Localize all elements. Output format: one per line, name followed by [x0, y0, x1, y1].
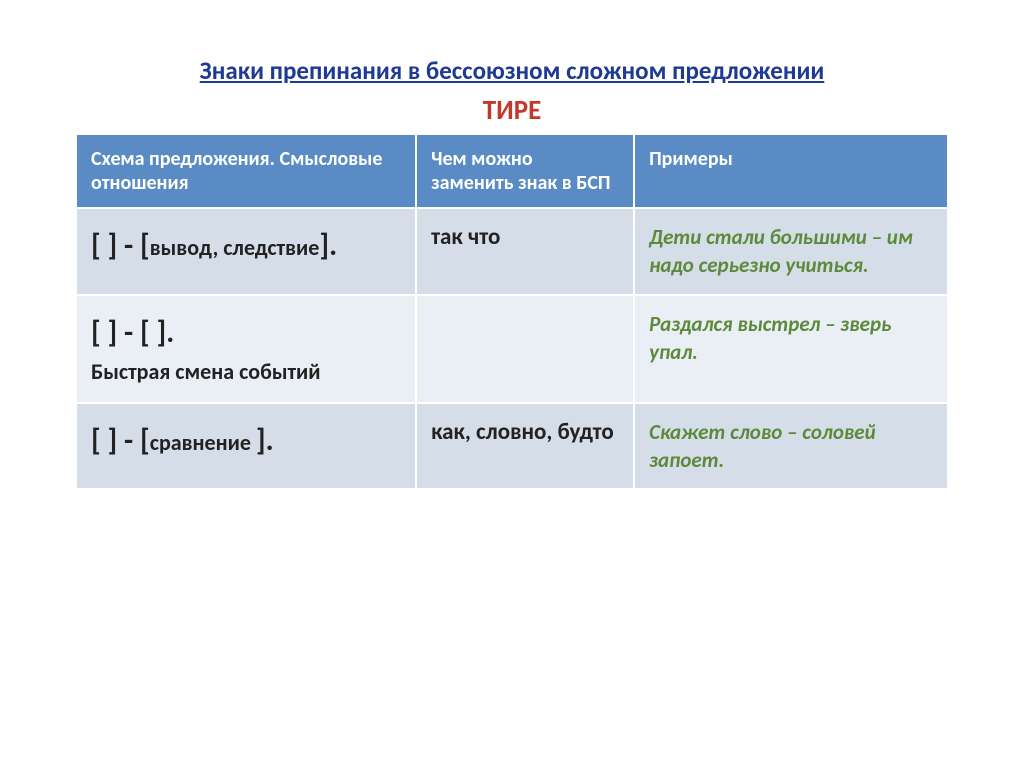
- schema-brackets: ].: [319, 227, 337, 264]
- cell-schema: [ ] - [вывод, следствие].: [76, 208, 416, 295]
- table-row: [ ] - [сравнение ]. как, словно, будто С…: [76, 403, 948, 490]
- table-row: [ ] - [вывод, следствие]. так что Дети с…: [76, 208, 948, 295]
- schema-brackets: [ ] - [: [91, 422, 150, 459]
- schema-word: сравнение: [150, 429, 256, 456]
- page-subtitle: ТИРЕ: [75, 94, 949, 127]
- schema-brackets: [ ] - [ ].: [91, 314, 174, 351]
- cell-schema: [ ] - [сравнение ].: [76, 403, 416, 490]
- cell-schema: [ ] - [ ]. Быстрая смена событий: [76, 295, 416, 403]
- cell-example: Дети стали большими – им надо серьезно у…: [634, 208, 948, 295]
- table-header-row: Схема предложения. Смысловые отношения Ч…: [76, 134, 948, 208]
- col-header-replace: Чем можно заменить знак в БСП: [416, 134, 634, 208]
- page-title: Знаки препинания в бессоюзном сложном пр…: [75, 55, 949, 86]
- rules-table: Схема предложения. Смысловые отношения Ч…: [75, 133, 949, 490]
- schema-word: вывод, следствие: [150, 234, 320, 261]
- schema-brackets: ].: [256, 422, 274, 459]
- col-header-example: Примеры: [634, 134, 948, 208]
- cell-example: Скажет слово – соловей запоет.: [634, 403, 948, 490]
- schema-brackets: [ ] - [: [91, 227, 150, 264]
- col-header-schema: Схема предложения. Смысловые отношения: [76, 134, 416, 208]
- cell-replace: [416, 295, 634, 403]
- table-row: [ ] - [ ]. Быстрая смена событий Раздалс…: [76, 295, 948, 403]
- cell-replace: так что: [416, 208, 634, 295]
- cell-example: Раздался выстрел – зверь упал.: [634, 295, 948, 403]
- schema-caption: Быстрая смена событий: [91, 358, 321, 385]
- cell-replace: как, словно, будто: [416, 403, 634, 490]
